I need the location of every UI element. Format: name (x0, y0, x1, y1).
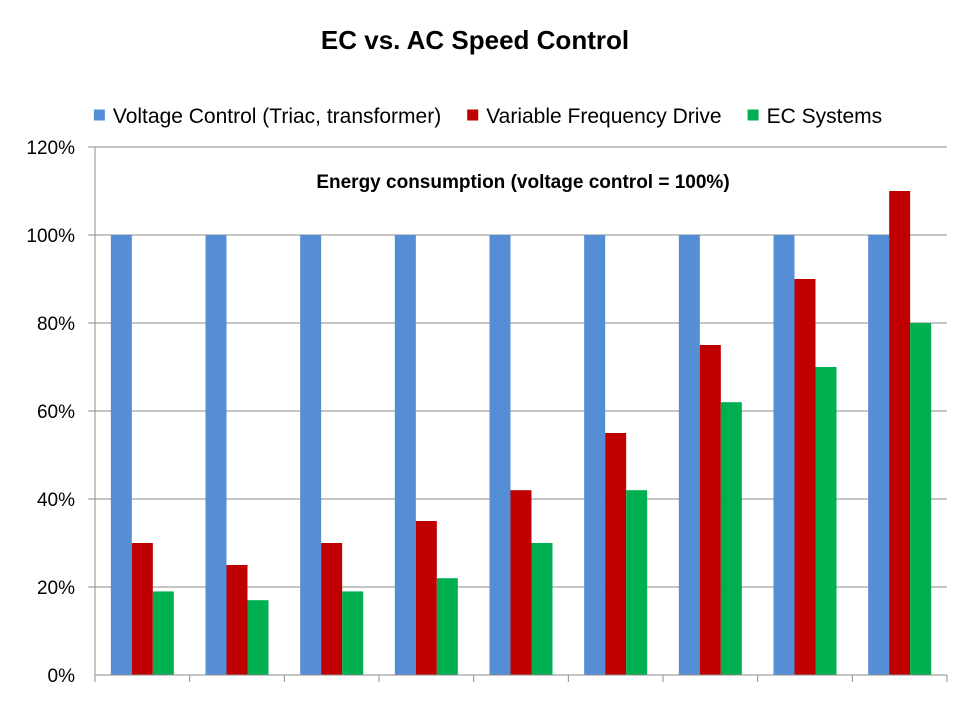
bar-voltage-control-triac-transformer (300, 235, 322, 675)
legend-swatch (93, 109, 105, 121)
axes (88, 146, 948, 682)
bar-voltage-control-triac-transformer (110, 235, 132, 675)
bar-ec-systems (152, 591, 174, 675)
bar-voltage-control-triac-transformer (868, 235, 890, 675)
y-tick-label: 100% (26, 226, 75, 247)
legend-label: EC Systems (767, 105, 883, 128)
bar-variable-frequency-drive (226, 565, 248, 675)
y-tick-label: 20% (37, 578, 75, 599)
bar-voltage-control-triac-transformer (394, 235, 416, 675)
y-axis-tick-labels: 0% 20% 40% 60% 80% 100% 120% (26, 138, 75, 687)
bars (110, 191, 932, 675)
bar-variable-frequency-drive (321, 543, 343, 675)
bar-ec-systems (531, 543, 553, 675)
bar-voltage-control-triac-transformer (489, 235, 511, 675)
chart-title: EC vs. AC Speed Control (321, 25, 629, 55)
bar-variable-frequency-drive (510, 490, 532, 675)
legend-item: EC Systems (747, 105, 883, 128)
y-tick-label: 120% (26, 138, 75, 159)
bar-variable-frequency-drive (794, 279, 816, 675)
legend-item: Voltage Control (Triac, transformer) (93, 105, 441, 128)
y-tick-label: 40% (37, 490, 75, 511)
bar-voltage-control-triac-transformer (205, 235, 227, 675)
legend: Voltage Control (Triac, transformer) Vari… (93, 105, 883, 128)
y-tick-label: 60% (37, 402, 75, 423)
legend-swatch (467, 109, 479, 121)
chart-subtitle: Energy consumption (voltage control = 10… (316, 172, 729, 193)
bar-ec-systems (626, 490, 648, 675)
bar-ec-systems (720, 402, 742, 675)
legend-label: Variable Frequency Drive (486, 105, 721, 128)
bar-variable-frequency-drive (605, 433, 627, 675)
bar-ec-systems (815, 367, 837, 675)
legend-label: Voltage Control (Triac, transformer) (113, 105, 441, 128)
bar-voltage-control-triac-transformer (678, 235, 700, 675)
bar-voltage-control-triac-transformer (773, 235, 795, 675)
bar-ec-systems (247, 600, 269, 675)
y-tick-label: 80% (37, 314, 75, 335)
bar-variable-frequency-drive (889, 191, 911, 675)
bar-variable-frequency-drive (415, 521, 437, 675)
bar-ec-systems (342, 591, 364, 675)
y-tick-label: 0% (48, 666, 76, 687)
bar-ec-systems (910, 323, 932, 675)
bar-variable-frequency-drive (699, 345, 721, 675)
legend-swatch (747, 109, 759, 121)
bar-ec-systems (436, 578, 458, 675)
bar-variable-frequency-drive (131, 543, 153, 675)
bar-voltage-control-triac-transformer (584, 235, 606, 675)
legend-item: Variable Frequency Drive (467, 105, 722, 128)
